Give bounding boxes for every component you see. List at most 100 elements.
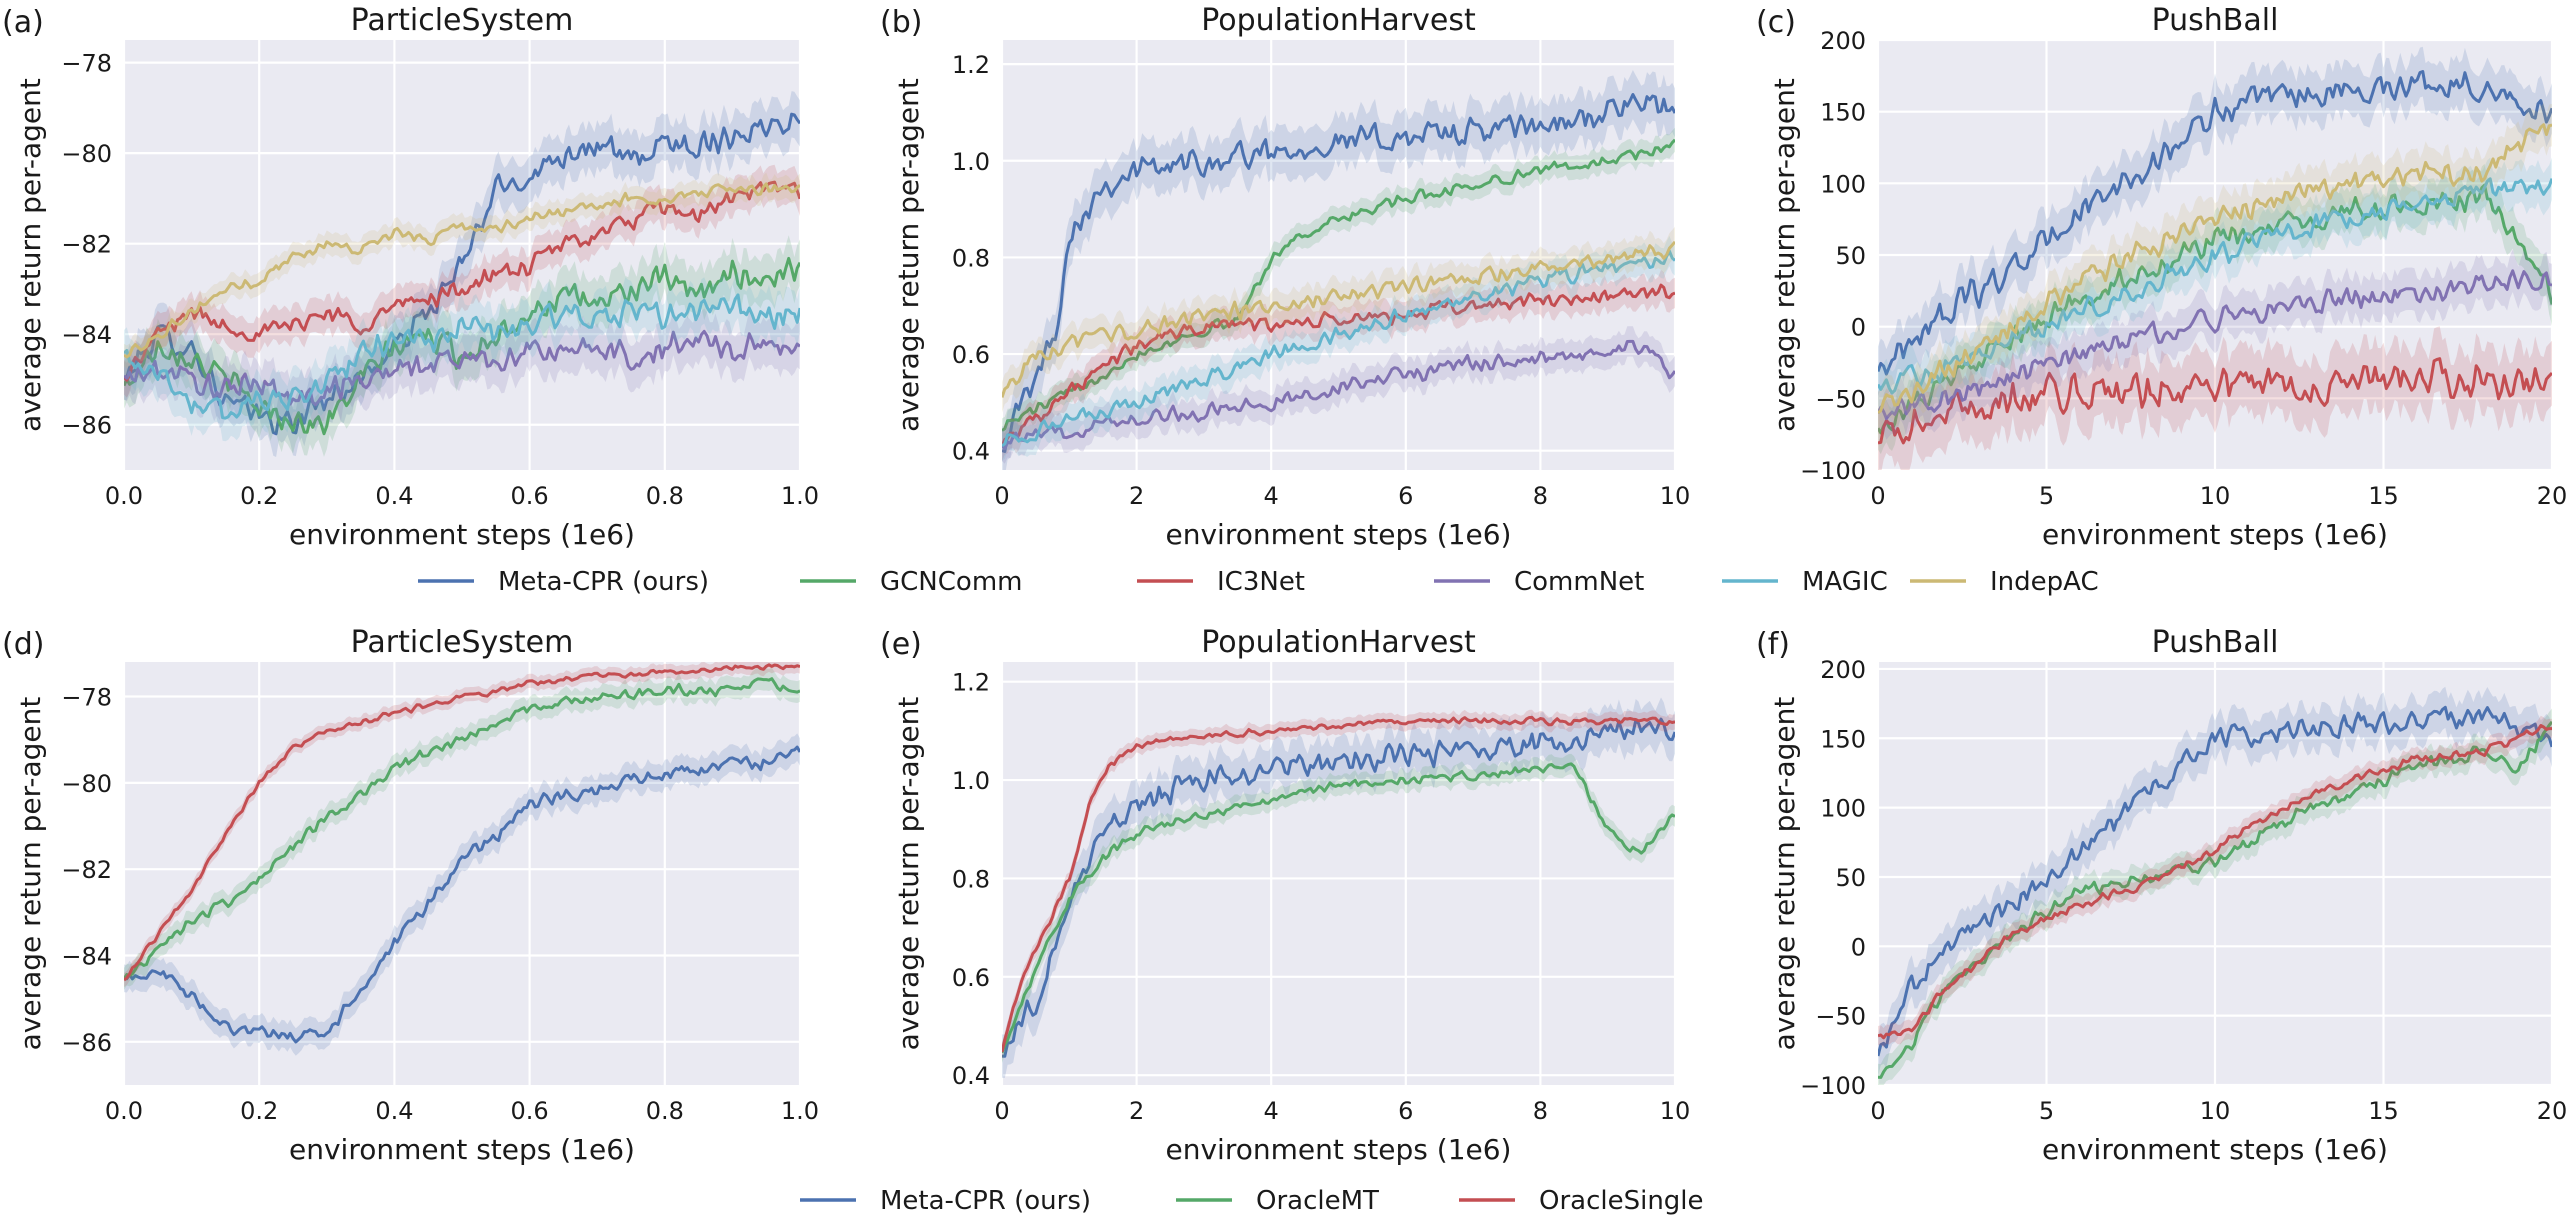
y-tick-label: 0 <box>1851 314 1866 342</box>
confidence-band <box>1878 46 2552 399</box>
y-axis-label: average return per-agent <box>892 78 925 432</box>
legend-top: Meta-CPR (ours) GCNComm IC3Net CommNet MAGIC… <box>418 567 2099 597</box>
series-line <box>1878 177 2552 395</box>
x-tick-label: 5 <box>2039 1097 2054 1125</box>
x-axis-label: environment steps (1e6) <box>2042 518 2388 551</box>
y-tick-label: −80 <box>61 770 112 798</box>
y-tick-label: −84 <box>61 321 112 349</box>
x-tick-label: 0.0 <box>105 1097 143 1125</box>
x-tick-label: 0.8 <box>646 1097 684 1125</box>
legend-item: Meta-CPR (ours) <box>418 567 709 597</box>
panel-letter: (f) <box>1756 627 1790 662</box>
x-axis-label: environment steps (1e6) <box>289 1133 635 1166</box>
x-tick-label: 6 <box>1398 482 1413 510</box>
x-tick-label: 20 <box>2537 482 2568 510</box>
y-tick-label: 1.2 <box>952 669 990 697</box>
confidence-band <box>1002 697 1675 1078</box>
panel-e: 0 2 4 6 8 10 0.4 0.6 0.8 1.0 1.2 PopulationHarvest (… <box>880 625 1690 1166</box>
x-tick-label: 0.0 <box>105 482 143 510</box>
x-tick-label: 8 <box>1533 482 1548 510</box>
y-tick-label: −82 <box>61 231 112 259</box>
x-tick-label: 0.4 <box>375 1097 413 1125</box>
y-axis-label: average return per-agent <box>1768 78 1801 432</box>
legend-bottom: Meta-CPR (ours) OracleMT OracleSingle <box>800 1186 1704 1216</box>
y-tick-label: 0.4 <box>952 438 990 466</box>
legend-item: OracleMT <box>1176 1186 1379 1216</box>
series-line <box>1878 123 2552 415</box>
legend-item: IC3Net <box>1137 567 1305 597</box>
legend-label: Meta-CPR (ours) <box>498 567 709 597</box>
y-tick-label: −78 <box>61 684 112 712</box>
confidence-band <box>1878 686 2552 1077</box>
x-tick-label: 0 <box>1870 1097 1885 1125</box>
series-line <box>1878 357 2552 445</box>
legend-label: MAGIC <box>1802 567 1888 597</box>
series-line <box>1002 138 1675 432</box>
series-line <box>124 293 800 420</box>
series-line <box>1002 93 1675 453</box>
panel-title: ParticleSystem <box>351 625 574 660</box>
panel-letter: (d) <box>2 627 44 662</box>
legend-label: GCNComm <box>880 567 1022 597</box>
series-line <box>124 677 800 980</box>
series-line <box>1878 720 2552 1079</box>
x-tick-label: 15 <box>2368 482 2399 510</box>
confidence-band <box>1002 753 1675 1063</box>
y-tick-label: −86 <box>61 1029 112 1057</box>
x-tick-label: 1.0 <box>781 1097 819 1125</box>
legend-item: GCNComm <box>800 567 1022 597</box>
panel-a: 0.0 0.2 0.4 0.6 0.8 1.0 −86 −84 −82 −80 −78 Particl… <box>2 3 819 551</box>
x-tick-label: 2 <box>1129 482 1144 510</box>
series-group <box>124 662 800 1056</box>
series-group <box>124 91 800 457</box>
x-axis-label: environment steps (1e6) <box>1166 1133 1512 1166</box>
y-axis-label: average return per-agent <box>1768 697 1801 1051</box>
x-tick-label: 0 <box>994 482 1009 510</box>
legend-label: CommNet <box>1514 567 1644 597</box>
y-tick-label: 0.6 <box>952 964 990 992</box>
confidence-band <box>1002 226 1675 413</box>
series-group <box>1002 70 1675 470</box>
y-tick-label: 1.0 <box>952 767 990 795</box>
x-tick-label: 1.0 <box>781 482 819 510</box>
panel-f: 0 5 10 15 20 −100 −50 0 50 100 150 200 PushBall (f) en… <box>1756 625 2567 1166</box>
legend-item: CommNet <box>1434 567 1644 597</box>
plot-background <box>124 662 800 1085</box>
y-tick-label: 150 <box>1820 99 1866 127</box>
series-group <box>1002 697 1675 1078</box>
legend-item: OracleSingle <box>1459 1186 1704 1216</box>
x-tick-label: 0 <box>994 1097 1009 1125</box>
panel-title: ParticleSystem <box>351 3 574 38</box>
legend-label: IndepAC <box>1990 567 2099 597</box>
series-line <box>1002 339 1675 450</box>
x-tick-label: 10 <box>2200 482 2231 510</box>
series-line <box>1002 283 1675 447</box>
plot-background <box>124 40 800 470</box>
x-tick-label: 4 <box>1264 1097 1279 1125</box>
x-tick-label: 10 <box>1660 482 1691 510</box>
x-axis-label: environment steps (1e6) <box>289 518 635 551</box>
y-tick-label: 0.4 <box>952 1062 990 1090</box>
legend-item: IndepAC <box>1910 567 2099 597</box>
confidence-band <box>1878 708 2552 1085</box>
y-tick-label: 100 <box>1820 795 1866 823</box>
series-line <box>1002 717 1675 1058</box>
y-tick-label: −50 <box>1815 1003 1866 1031</box>
confidence-band <box>1002 235 1675 461</box>
x-tick-label: 0.6 <box>511 482 549 510</box>
confidence-band <box>1878 157 2552 415</box>
y-tick-label: 0 <box>1851 933 1866 961</box>
panel-title: PushBall <box>2152 3 2279 38</box>
panel-title: PopulationHarvest <box>1201 3 1476 38</box>
legend-label: OracleSingle <box>1539 1186 1704 1216</box>
panel-letter: (c) <box>1756 5 1796 40</box>
y-tick-label: 50 <box>1835 864 1866 892</box>
confidence-band <box>124 733 800 1056</box>
x-tick-label: 0.4 <box>375 482 413 510</box>
series-line <box>1878 724 2552 1040</box>
x-axis-label: environment steps (1e6) <box>1166 518 1512 551</box>
plot-background <box>1002 662 1675 1085</box>
series-line <box>124 745 800 1044</box>
confidence-band <box>124 271 800 442</box>
y-tick-label: 0.8 <box>952 865 990 893</box>
